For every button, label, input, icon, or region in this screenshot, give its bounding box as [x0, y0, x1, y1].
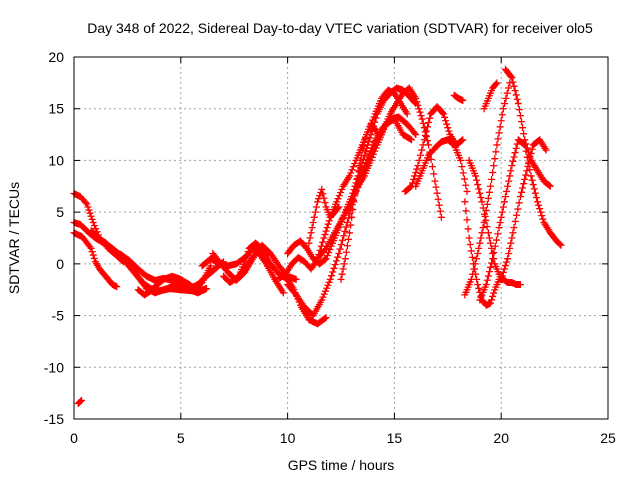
series-arc-27 — [74, 396, 85, 407]
y-tick-label: -5 — [52, 308, 65, 324]
series-arc-10 — [237, 239, 272, 276]
data-point-markers — [501, 65, 554, 190]
grid — [74, 57, 608, 419]
series-arc-17 — [354, 84, 445, 221]
data-point-markers — [337, 120, 383, 283]
data-point-markers — [220, 247, 287, 297]
data-point-markers — [237, 239, 272, 276]
series-arc-24 — [476, 136, 565, 304]
series-arc-4 — [87, 227, 127, 266]
series-arc-6 — [134, 272, 210, 299]
y-tick-label: -15 — [44, 411, 64, 427]
series-arc-20 — [450, 91, 467, 104]
data-point-markers — [87, 227, 127, 266]
series-arc-19 — [412, 136, 471, 195]
data-point-markers — [476, 136, 565, 304]
series-arc-14 — [305, 185, 343, 247]
y-axis-label: SDTVAR / TECUs — [6, 182, 22, 294]
data-point-markers — [450, 91, 467, 104]
data-point-markers — [74, 396, 85, 407]
plot-frame — [73, 56, 609, 420]
series-arc-23 — [465, 136, 550, 283]
series-arc-9 — [220, 247, 287, 297]
y-tick-label: 0 — [56, 256, 64, 272]
y-tick-label: 20 — [48, 49, 64, 65]
series-arc-26 — [501, 65, 554, 190]
x-axis: 0 5 10 15 20 25 — [70, 57, 616, 446]
y-tick-label: 15 — [48, 101, 64, 117]
data-point-markers — [354, 84, 445, 221]
x-axis-label: GPS time / hours — [288, 457, 395, 473]
data-point-markers — [305, 185, 343, 247]
x-tick-label: 25 — [600, 430, 616, 446]
y-axis: -15 -10 -5 0 5 10 15 20 — [44, 49, 608, 427]
data-point-markers — [412, 136, 471, 195]
data-point-markers — [134, 272, 210, 299]
data-points — [70, 65, 565, 407]
series-arc-18 — [401, 103, 467, 195]
data-point-markers — [465, 136, 550, 283]
x-tick-label: 15 — [387, 430, 403, 446]
data-point-markers — [480, 79, 501, 113]
y-tick-label: 5 — [56, 204, 64, 220]
series-arc-16 — [337, 120, 383, 283]
data-point-markers — [401, 103, 467, 195]
chart-title: Day 348 of 2022, Sidereal Day-to-day VTE… — [87, 20, 593, 36]
x-tick-label: 0 — [70, 430, 78, 446]
x-tick-label: 10 — [280, 430, 296, 446]
y-tick-label: -10 — [44, 359, 64, 375]
series-arc-25 — [480, 79, 501, 113]
y-tick-label: 10 — [48, 152, 64, 168]
x-tick-label: 20 — [493, 430, 509, 446]
x-tick-label: 5 — [177, 430, 185, 446]
